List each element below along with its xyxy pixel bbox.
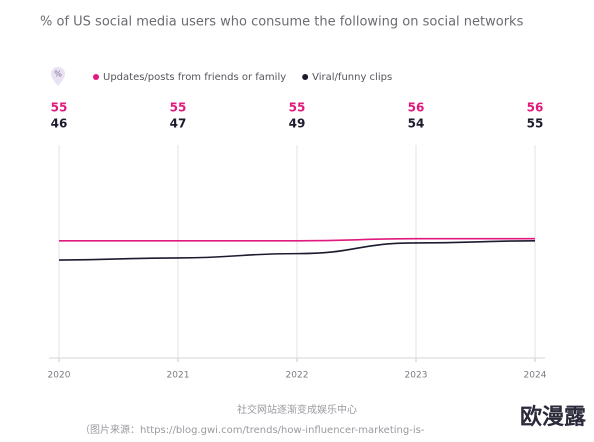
watermark: 欧漫露 bbox=[520, 404, 587, 430]
x-tick-label: 2021 bbox=[167, 371, 190, 381]
data-label: 56 bbox=[527, 101, 544, 115]
x-tick-label: 2023 bbox=[405, 371, 428, 381]
data-label: 55 bbox=[289, 101, 306, 115]
x-tick-label: 2024 bbox=[524, 371, 547, 381]
data-label: 55 bbox=[527, 117, 544, 131]
caption: 社交网站逐渐变成娱乐中心 bbox=[237, 403, 357, 416]
data-label: 54 bbox=[408, 117, 425, 131]
data-label: 49 bbox=[289, 117, 306, 131]
data-label: 46 bbox=[51, 117, 68, 131]
legend-label: Updates/posts from friends or family bbox=[103, 72, 286, 83]
data-label: 55 bbox=[170, 101, 187, 115]
data-label: 55 bbox=[51, 101, 68, 115]
svg-text:%: % bbox=[54, 70, 62, 79]
chart-title: % of US social media users who consume t… bbox=[40, 15, 524, 30]
legend-label: Viral/funny clips bbox=[312, 72, 392, 83]
series-line bbox=[58, 240, 536, 261]
legend-marker bbox=[302, 74, 309, 80]
source: （图片来源：https://blog.gwi.com/trends/how-in… bbox=[80, 423, 425, 436]
data-label: 56 bbox=[408, 101, 425, 115]
x-tick-label: 2022 bbox=[286, 371, 309, 381]
x-tick-label: 2020 bbox=[48, 371, 71, 381]
legend-icon: % bbox=[51, 67, 65, 86]
series-line bbox=[59, 237, 535, 242]
data-label: 47 bbox=[170, 117, 187, 131]
legend-marker bbox=[93, 74, 99, 80]
